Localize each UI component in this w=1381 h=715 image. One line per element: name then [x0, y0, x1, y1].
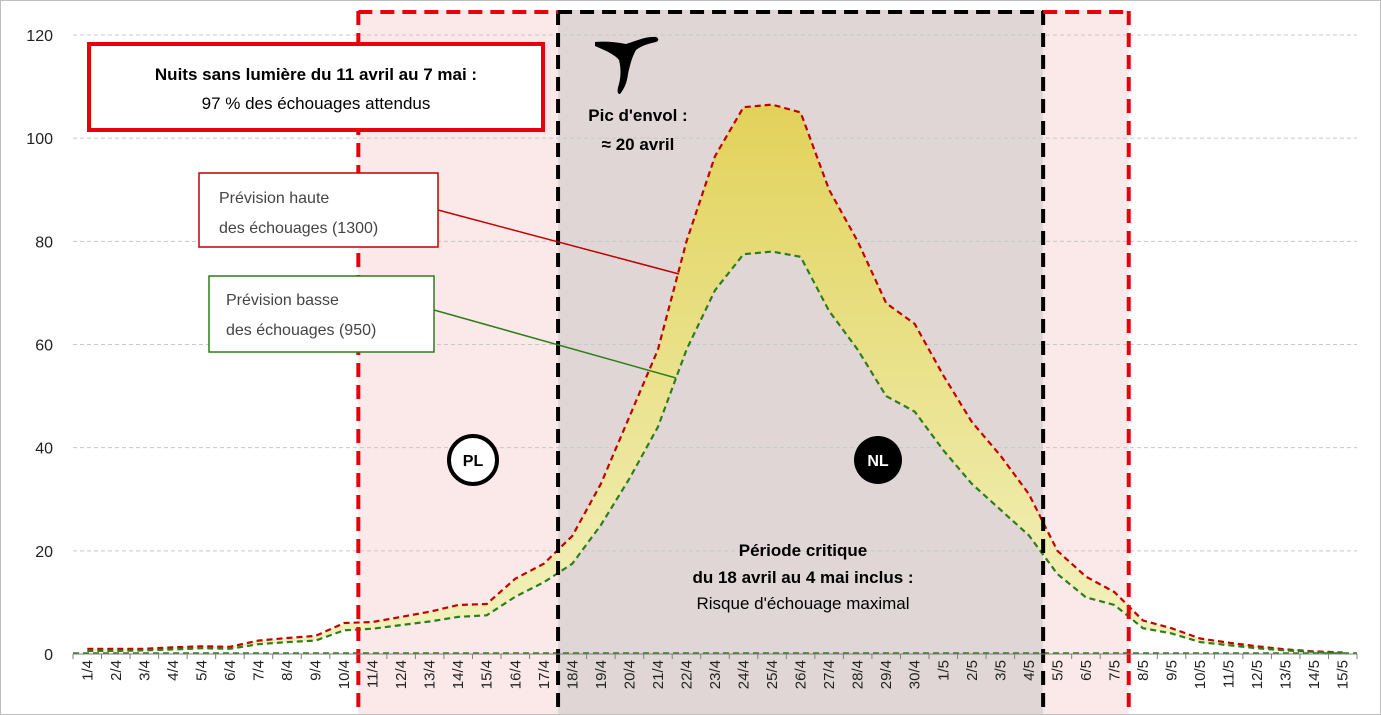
- x-tick-label: 18/4: [564, 660, 581, 689]
- x-tick-label: 1/5: [935, 660, 952, 681]
- x-tick-label: 15/4: [479, 660, 496, 689]
- peak-label: Pic d'envol :: [588, 106, 687, 125]
- x-tick-label: 2/5: [964, 660, 981, 681]
- y-tick-label: 80: [35, 234, 53, 251]
- x-tick-label: 2/4: [108, 660, 125, 681]
- x-tick-label: 26/4: [793, 660, 810, 689]
- x-tick-label: 6/4: [222, 660, 239, 681]
- forecast-band: [87, 104, 1343, 654]
- x-tick-label: 24/4: [736, 660, 753, 689]
- critical-dates: du 18 avril au 4 mai inclus :: [692, 568, 913, 587]
- x-tick-label: 14/4: [450, 660, 467, 689]
- x-tick-label: 29/4: [878, 660, 895, 689]
- x-tick-label: 1/4: [79, 660, 96, 681]
- x-tick-label: 14/5: [1306, 660, 1323, 689]
- nights-box-subtitle: 97 % des échouages attendus: [202, 94, 431, 113]
- x-tick-label: 3/5: [992, 660, 1009, 681]
- y-tick-label: 20: [35, 544, 53, 561]
- low-forecast-label: Prévision basse des échouages (950): [208, 275, 677, 379]
- x-tick-label: 12/5: [1249, 660, 1266, 689]
- x-tick-label: 11/4: [365, 660, 382, 688]
- x-axis-ticks: 1/4 2/4 3/4 4/4 5/4 6/4 7/4 8/4 9/4 10/4 11/4 12/4 1…: [72, 654, 1358, 689]
- x-tick-label: 8/5: [1135, 660, 1152, 681]
- x-tick-label: 10/5: [1192, 660, 1209, 689]
- nl-marker-text: NL: [867, 453, 889, 470]
- critical-risk: Risque d'échouage maximal: [696, 594, 909, 613]
- x-tick-label: 22/4: [678, 660, 695, 689]
- pl-marker: PL: [447, 434, 499, 486]
- nights-box-title: Nuits sans lumière du 11 avril au 7 mai …: [155, 65, 477, 84]
- x-tick-label: 16/4: [507, 660, 524, 689]
- x-tick-label: 7/5: [1106, 660, 1123, 681]
- x-tick-label: 12/4: [393, 660, 410, 689]
- low-forecast-line2: des échouages (950): [226, 322, 376, 339]
- x-tick-label: 4/5: [1021, 660, 1038, 681]
- y-axis-ticks: 0 20 40 60 80 100 120: [26, 28, 53, 664]
- x-tick-label: 25/4: [764, 660, 781, 689]
- nights-box-frame: [87, 42, 545, 132]
- nights-box: Nuits sans lumière du 11 avril au 7 mai …: [87, 42, 545, 132]
- x-tick-label: 19/4: [593, 660, 610, 689]
- x-tick-label: 9/4: [308, 660, 325, 681]
- y-tick-label: 40: [35, 441, 53, 458]
- high-forecast-line1: Prévision haute: [219, 190, 329, 207]
- y-tick-label: 100: [26, 131, 53, 148]
- critical-title: Période critique: [739, 541, 867, 560]
- x-tick-label: 9/5: [1164, 660, 1181, 681]
- x-tick-label: 20/4: [621, 660, 638, 689]
- x-tick-label: 4/4: [165, 660, 182, 681]
- x-tick-label: 15/5: [1335, 660, 1352, 689]
- nl-marker: NL: [854, 436, 902, 484]
- x-tick-label: 5/4: [193, 660, 210, 681]
- x-tick-label: 17/4: [536, 660, 553, 689]
- pl-marker-text: PL: [463, 453, 484, 470]
- y-tick-label: 60: [35, 338, 53, 355]
- x-tick-label: 10/4: [336, 660, 353, 689]
- x-tick-label: 11/5: [1221, 660, 1238, 688]
- x-tick-label: 21/4: [650, 660, 667, 689]
- x-tick-label: 8/4: [279, 660, 296, 681]
- x-tick-label: 7/4: [250, 660, 267, 681]
- bird-icon: [595, 36, 659, 94]
- x-tick-label: 27/4: [821, 660, 838, 689]
- x-tick-label: 5/5: [1049, 660, 1066, 681]
- x-tick-label: 13/5: [1278, 660, 1295, 689]
- x-tick-label: 6/5: [1078, 660, 1095, 681]
- peak-date: ≈ 20 avril: [602, 135, 675, 154]
- low-forecast-line: [87, 250, 1343, 655]
- x-tick-label: 30/4: [907, 660, 924, 689]
- low-forecast-line1: Prévision basse: [226, 292, 339, 309]
- x-tick-label: 13/4: [422, 660, 439, 689]
- x-tick-label: 28/4: [850, 660, 867, 689]
- high-forecast-line: [87, 103, 1343, 654]
- high-forecast-line2: des échouages (1300): [219, 220, 378, 237]
- y-tick-label: 120: [26, 28, 53, 45]
- x-tick-label: 3/4: [136, 660, 153, 681]
- y-tick-label: 0: [44, 647, 53, 664]
- x-tick-label: 23/4: [707, 660, 724, 689]
- high-forecast-label: Prévision haute des échouages (1300): [198, 172, 680, 275]
- series-lines: [73, 103, 1357, 655]
